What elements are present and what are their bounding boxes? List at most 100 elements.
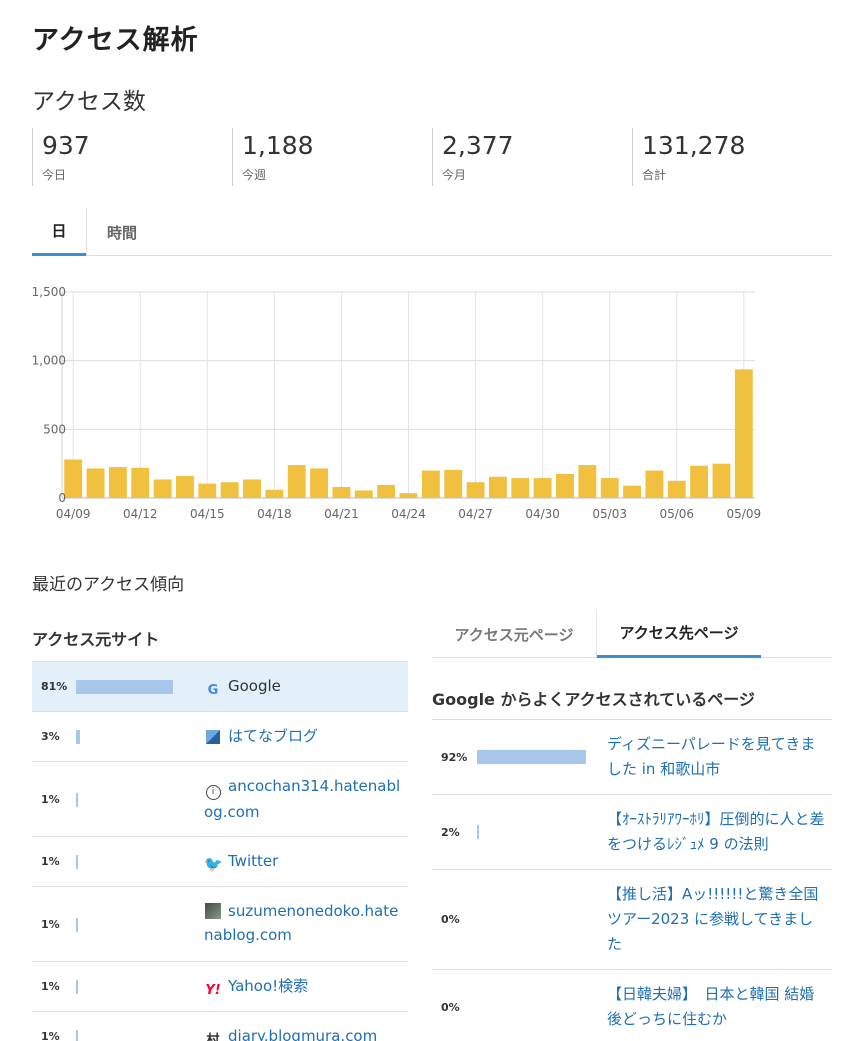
- stat-label: 今日: [42, 168, 67, 182]
- stat-value: 1,188: [242, 131, 314, 160]
- source-name: Twitter: [228, 852, 279, 870]
- source-row[interactable]: 1% Y! Yahoo!検索: [32, 962, 408, 1012]
- tab-hour[interactable]: 時間: [106, 223, 137, 242]
- source-name: Yahoo!検索: [228, 977, 309, 995]
- source-name: suzumenonedoko.hatenablog.com: [204, 902, 399, 944]
- source-percent: 1%: [41, 792, 60, 806]
- chart-bar: [690, 465, 709, 498]
- source-row[interactable]: 1% i ancochan314.hatenablog.com: [32, 762, 408, 837]
- y-tick-label: 500: [43, 422, 66, 436]
- chart-bar: [734, 369, 753, 498]
- chart-bar: [332, 487, 351, 498]
- stat-value: 131,278: [642, 131, 746, 160]
- chart-bar: [64, 459, 83, 498]
- source-link[interactable]: Y! Yahoo!検索: [204, 974, 404, 1000]
- page-row[interactable]: 0% 【推し活】Aッ!!!!!!と驚き全国ツアー2023 に参戦してきました: [432, 870, 832, 970]
- page-percent: 0%: [441, 913, 460, 926]
- stat-label: 今週: [242, 168, 267, 182]
- stat-total: 131,278 合計: [632, 128, 832, 186]
- chart-bar: [220, 482, 239, 498]
- source-percent: 1%: [41, 855, 60, 868]
- x-tick-label: 04/09: [56, 507, 91, 521]
- tab-divider: [596, 610, 597, 658]
- stat-today: 937 今日: [32, 128, 232, 186]
- stat-value: 2,377: [442, 131, 514, 160]
- source-link[interactable]: suzumenonedoko.hatenablog.com: [204, 899, 404, 947]
- chart-bar: [310, 468, 329, 498]
- chart-bar: [198, 483, 217, 498]
- stat-label: 今月: [442, 168, 467, 182]
- page-percent-bar: [477, 749, 586, 764]
- chart-bar: [108, 467, 127, 498]
- google-icon: G: [207, 683, 219, 698]
- stats-summary: 937 今日 1,188 今週 2,377 今月 131,278 合計: [32, 128, 832, 186]
- access-count-heading: アクセス数: [32, 89, 146, 115]
- source-row[interactable]: 1% suzumenonedoko.hatenablog.com: [32, 887, 408, 962]
- source-row[interactable]: 3% はてなブログ: [32, 712, 408, 762]
- source-link[interactable]: 🐦 Twitter: [204, 849, 404, 873]
- chart-bar: [243, 479, 261, 498]
- chart-bar: [623, 485, 641, 498]
- page-row[interactable]: 2% 【ｵｰｽﾄﾗﾘｱﾜｰﾎﾘ】圧倒的に人と差をつけるﾚｼﾞｭﾒ 9 の法則: [432, 795, 832, 870]
- y-tick-label: 1,000: [32, 354, 66, 368]
- chart-bar: [645, 470, 664, 498]
- chart-bar: [444, 469, 463, 498]
- sources-heading: アクセス元サイト: [32, 630, 160, 649]
- source-link[interactable]: i ancochan314.hatenablog.com: [204, 774, 404, 824]
- chart-bar: [176, 476, 194, 498]
- source-name: diary.blogmura.com: [228, 1027, 378, 1041]
- tab-divider: [86, 208, 87, 256]
- page-row[interactable]: 92% ディズニーパレードを見てきました in 和歌山市: [432, 720, 832, 795]
- tab-referrer-page[interactable]: アクセス元ページ: [454, 625, 574, 644]
- x-tick-label: 05/03: [592, 507, 627, 521]
- page-link[interactable]: 【日韓夫婦】 日本と韓国 結婚後どっちに住むか: [607, 985, 815, 1028]
- page-percent: 2%: [441, 825, 460, 839]
- chart-bar: [399, 493, 418, 498]
- chart-bar: [533, 478, 552, 498]
- chart-bar: [511, 478, 530, 498]
- hatena-icon: [204, 730, 222, 748]
- page-link[interactable]: 【推し活】Aッ!!!!!!と驚き全国ツアー2023 に参戦してきました: [607, 885, 819, 953]
- source-percent: 1%: [41, 917, 60, 931]
- landing-page-list: 92% ディズニーパレードを見てきました in 和歌山市 2% 【ｵｰｽﾄﾗﾘｱﾜｰﾎ…: [432, 719, 832, 1041]
- source-site-list: 81% G Google 3% はてなブログ 1% i ancochan314.hatenab…: [32, 661, 408, 1041]
- daily-access-chart: 0 500 1,000 1,500 04/09 04/12 04/15 04/18 04/21…: [32, 285, 761, 521]
- x-tick-label: 04/15: [190, 507, 225, 521]
- pages-heading: Google からよくアクセスされているページ: [432, 690, 755, 709]
- source-row[interactable]: 1% 🐦 Twitter: [32, 837, 408, 887]
- blogmura-icon: 村: [206, 1033, 220, 1041]
- trend-heading: 最近のアクセス傾向: [32, 575, 185, 595]
- stat-value: 937: [42, 131, 90, 160]
- source-percent-bar: [76, 730, 80, 744]
- page-row[interactable]: 0% 【日韓夫婦】 日本と韓国 結婚後どっちに住むか: [432, 970, 832, 1041]
- page-tabs: アクセス元ページ アクセス先ページ: [432, 610, 832, 658]
- chart-bar: [712, 463, 731, 498]
- source-link[interactable]: G Google: [204, 674, 404, 700]
- chart-bars: [64, 369, 753, 498]
- source-row[interactable]: 1% 村 diary.blogmura.com: [32, 1012, 408, 1041]
- tab-landing-page[interactable]: アクセス先ページ: [597, 610, 761, 658]
- page-link[interactable]: ディズニーパレードを見てきました in 和歌山市: [607, 735, 816, 778]
- source-percent: 81%: [41, 680, 68, 693]
- y-axis-ticks: 0 500 1,000 1,500: [32, 285, 66, 505]
- chart-bar: [86, 468, 105, 498]
- source-percent-bar: [76, 1030, 78, 1041]
- source-link[interactable]: はてなブログ: [204, 724, 404, 748]
- chart-bar: [667, 480, 686, 498]
- tab-day[interactable]: 日: [32, 208, 86, 256]
- x-tick-label: 04/30: [525, 507, 560, 521]
- chart-bar: [377, 484, 396, 498]
- stat-week: 1,188 今週: [232, 128, 432, 186]
- source-percent: 1%: [41, 1030, 60, 1041]
- y-tick-label: 0: [58, 491, 66, 505]
- stat-label: 合計: [642, 168, 667, 182]
- chart-bar: [600, 478, 619, 498]
- blog-thumb-icon: [204, 903, 222, 921]
- chart-bar: [578, 465, 597, 498]
- page-link[interactable]: 【ｵｰｽﾄﾗﾘｱﾜｰﾎﾘ】圧倒的に人と差をつけるﾚｼﾞｭﾒ 9 の法則: [607, 810, 825, 853]
- source-percent-bar: [76, 792, 78, 807]
- source-link[interactable]: 村 diary.blogmura.com: [204, 1024, 404, 1041]
- source-row[interactable]: 81% G Google: [32, 662, 408, 712]
- x-tick-label: 04/21: [324, 507, 359, 521]
- twitter-icon: 🐦: [204, 855, 223, 873]
